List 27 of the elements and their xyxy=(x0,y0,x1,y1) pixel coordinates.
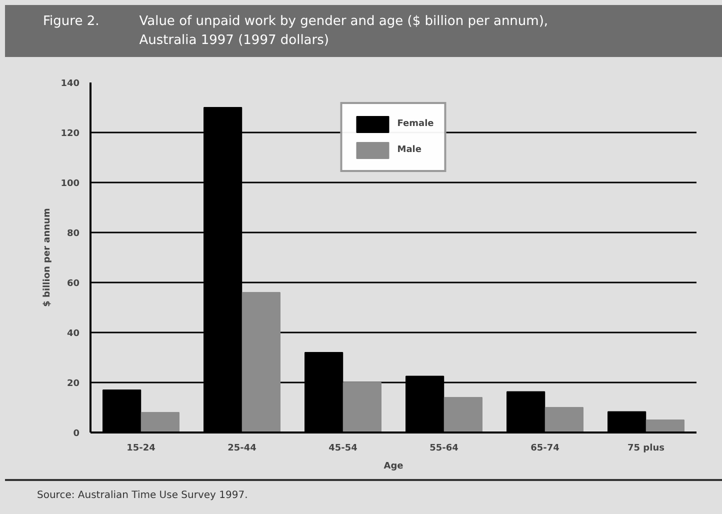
x-tick-label: 45-54 xyxy=(328,444,358,454)
y-tick-label: 40 xyxy=(66,329,80,339)
y-axis-title: $ billion per annum xyxy=(42,208,53,307)
source-note: Source: Australian Time Use Survey 1997. xyxy=(37,489,248,503)
bar xyxy=(544,407,584,432)
x-tick-label: 55-64 xyxy=(430,444,458,454)
x-tick-label: 25-44 xyxy=(228,444,256,454)
y-tick-label: 140 xyxy=(60,79,80,89)
y-tick-label: 80 xyxy=(66,229,80,239)
chart-subtitle: Value of unpaid work by gender and age ($ billion per annum), Australia 1997 (1997 dollars) xyxy=(139,13,548,50)
bar xyxy=(646,420,684,432)
x-axis-title: Age xyxy=(384,462,404,472)
y-tick-label: 60 xyxy=(66,279,80,289)
x-tick-label: 75 plus xyxy=(628,444,664,454)
legend-label: Male xyxy=(397,145,422,155)
y-tick-label: 0 xyxy=(73,429,80,439)
y-tick-label: 120 xyxy=(60,129,80,139)
y-tick-label: 20 xyxy=(66,379,80,389)
bar xyxy=(140,412,180,432)
bar xyxy=(444,397,482,432)
legend-label: Female xyxy=(397,119,434,129)
bar xyxy=(342,382,382,432)
x-tick-label: 15-24 xyxy=(126,444,156,454)
y-tick-label: 100 xyxy=(60,179,80,189)
bar xyxy=(242,292,280,432)
chart-title: Figure 2. xyxy=(43,13,100,31)
x-tick-label: 65-74 xyxy=(530,444,560,454)
